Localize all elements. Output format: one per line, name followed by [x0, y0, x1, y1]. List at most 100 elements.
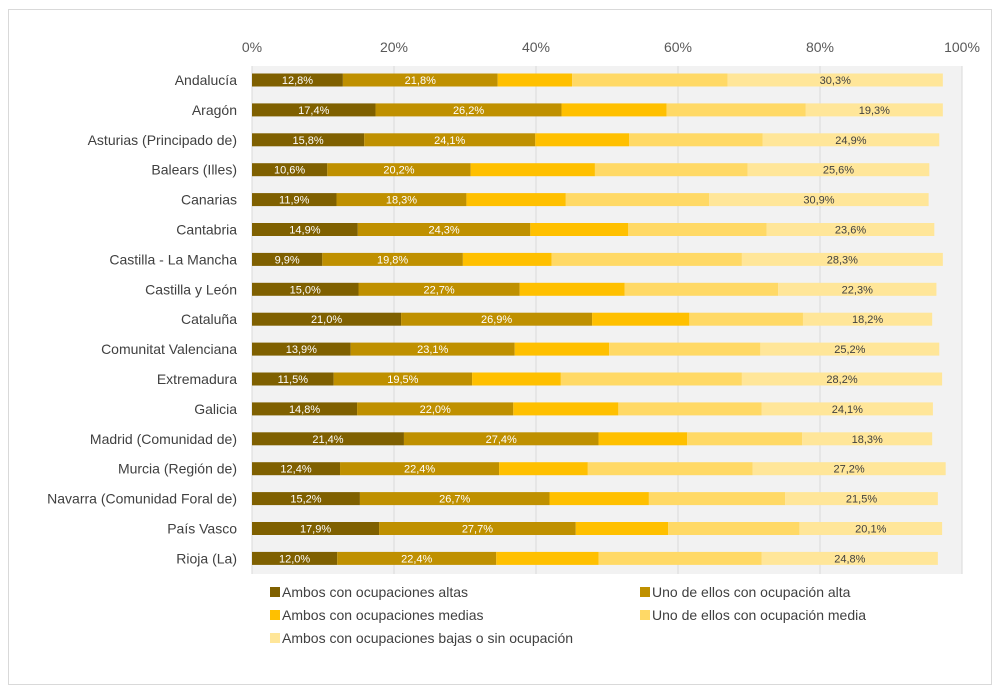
bar-segment — [560, 372, 742, 386]
bar-segment — [668, 522, 800, 535]
bar-segment — [565, 193, 710, 207]
bar-segment — [575, 522, 669, 535]
bar-segment — [340, 462, 500, 476]
bar-segment — [375, 103, 562, 117]
category-label: Navarra (Comunidad Foral de) — [47, 491, 237, 507]
bar-segment — [252, 402, 358, 416]
bar-segment — [760, 342, 940, 356]
bar-segment — [359, 492, 550, 506]
bar-segment — [333, 372, 473, 386]
x-tick-label: 80% — [806, 39, 834, 55]
data-label: 22,3% — [842, 284, 873, 296]
bar-segment — [624, 282, 779, 296]
data-label: 23,6% — [835, 225, 866, 237]
data-label: 18,2% — [852, 314, 883, 326]
bar-segment — [350, 342, 515, 356]
bar-segment — [799, 522, 943, 535]
bar-segment — [252, 163, 328, 177]
data-label: 21,8% — [405, 75, 436, 87]
data-label: 27,2% — [834, 464, 865, 476]
data-label: 21,0% — [311, 314, 342, 326]
bar-segment — [327, 163, 471, 177]
bar-segment — [514, 342, 610, 356]
category-label: Galicia — [194, 401, 237, 417]
bar-segment — [252, 223, 358, 236]
bar-segment — [592, 312, 690, 326]
bar-segment — [364, 133, 536, 147]
legend-label: Uno de ellos con ocupación media — [652, 607, 866, 623]
bar-segment — [587, 462, 753, 476]
bar-segment — [752, 462, 946, 476]
bar-segment — [572, 73, 728, 87]
bar-segment — [252, 73, 343, 87]
data-label: 15,0% — [290, 284, 321, 296]
bar-segment — [761, 402, 933, 416]
category-label: Murcia (Región de) — [118, 461, 237, 477]
bar-segment — [403, 432, 599, 446]
x-tick-label: 0% — [242, 39, 262, 55]
category-label: Castilla y León — [145, 281, 237, 297]
data-label: 23,1% — [417, 344, 448, 356]
data-label: 12,0% — [279, 553, 310, 565]
bar-segment — [466, 193, 566, 207]
data-label: 26,7% — [439, 494, 470, 506]
data-label: 20,2% — [383, 165, 414, 177]
data-label: 24,1% — [434, 135, 465, 147]
bar-segment — [687, 432, 803, 446]
x-tick-label: 40% — [522, 39, 550, 55]
bar-segment — [594, 163, 748, 177]
category-label: Extremadura — [157, 371, 237, 387]
data-label: 27,7% — [462, 524, 493, 536]
bar-segment — [499, 462, 588, 476]
x-tick-label: 20% — [380, 39, 408, 55]
bar-segment — [709, 193, 929, 207]
legend-swatch — [270, 610, 280, 620]
bar-segment — [252, 551, 338, 565]
legend-swatch — [270, 587, 280, 597]
data-label: 12,8% — [282, 75, 313, 87]
data-label: 28,2% — [826, 374, 857, 386]
bar-segment — [252, 492, 360, 506]
data-label: 15,2% — [290, 494, 321, 506]
bar-segment — [252, 432, 404, 446]
bar-segment — [496, 551, 599, 565]
legend-swatch — [270, 633, 280, 643]
data-label: 14,9% — [289, 225, 320, 237]
data-label: 26,2% — [453, 105, 484, 117]
category-label: Balears (Illes) — [151, 162, 237, 178]
data-label: 25,2% — [834, 344, 865, 356]
category-label: País Vasco — [167, 521, 237, 537]
bar-segment — [472, 372, 561, 386]
data-label: 21,4% — [312, 434, 343, 446]
bar-segment — [322, 252, 463, 266]
bar-segment — [785, 492, 938, 506]
bar-segment — [561, 103, 667, 117]
data-label: 22,4% — [401, 553, 432, 565]
bar-segment — [648, 492, 786, 506]
bar-segment — [337, 551, 497, 565]
data-label: 18,3% — [386, 195, 417, 207]
data-label: 10,6% — [274, 165, 305, 177]
bar-segment — [628, 223, 767, 236]
bar-segment — [252, 372, 334, 386]
data-label: 19,5% — [387, 374, 418, 386]
data-label: 24,3% — [428, 225, 459, 237]
category-label: Cataluña — [181, 311, 237, 327]
bar-segment — [802, 312, 933, 326]
bar-segment — [252, 252, 323, 266]
data-label: 22,0% — [420, 404, 451, 416]
category-label: Cantabria — [176, 222, 237, 238]
category-label: Asturias (Principado de) — [88, 132, 237, 148]
bar-segment — [357, 402, 514, 416]
bar-segment — [401, 312, 593, 326]
bar-segment — [252, 522, 380, 535]
bar-segment — [766, 223, 935, 236]
legend-label: Uno de ellos con ocupación alta — [652, 584, 851, 600]
bar-segment — [747, 163, 930, 177]
data-label: 30,3% — [820, 75, 851, 87]
data-label: 24,1% — [832, 404, 863, 416]
category-label: Madrid (Comunidad de) — [90, 431, 237, 447]
data-label: 11,9% — [279, 195, 310, 207]
category-label: Castilla - La Mancha — [109, 251, 237, 267]
data-label: 24,9% — [835, 135, 866, 147]
